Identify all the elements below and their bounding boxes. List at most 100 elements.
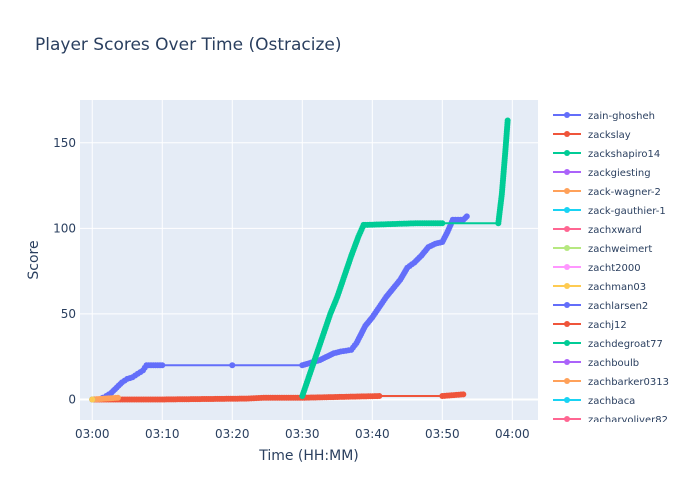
- legend-marker: [564, 169, 570, 175]
- legend-marker: [564, 150, 570, 156]
- legend-label: zacharyoliver82: [588, 415, 668, 426]
- data-point: [439, 393, 446, 400]
- data-point: [425, 244, 432, 251]
- data-point: [243, 395, 250, 402]
- data-point: [113, 384, 120, 391]
- legend-marker: [564, 264, 570, 270]
- x-tick-label: 03:50: [425, 427, 460, 441]
- data-point: [348, 346, 355, 353]
- data-point: [463, 213, 470, 220]
- data-point: [404, 264, 411, 271]
- data-point: [320, 331, 327, 338]
- data-point: [140, 367, 147, 374]
- y-axis-title: Score: [26, 240, 42, 279]
- data-point: [306, 372, 313, 379]
- legend-item[interactable]: zackslay: [553, 130, 631, 141]
- series-zack-wagner-2: [89, 394, 121, 403]
- chart-title: Player Scores Over Time (Ostracize): [35, 35, 342, 55]
- legend-marker: [564, 302, 570, 308]
- legend-marker: [564, 321, 570, 327]
- legend-item[interactable]: zack-gauthier-1: [553, 206, 666, 217]
- legend-marker: [564, 188, 570, 194]
- legend-item[interactable]: zachman03: [553, 282, 646, 293]
- legend-item[interactable]: zain-ghosheh: [553, 111, 655, 122]
- legend-marker: [564, 397, 570, 403]
- legend-label: zachbaca: [588, 396, 635, 407]
- data-point: [449, 216, 456, 223]
- legend-label: zachman03: [588, 282, 646, 293]
- x-tick-labels: 03:00 03:10 03:20 03:30 03:40 03:50 04:00: [75, 427, 530, 441]
- data-point: [260, 394, 267, 401]
- data-point: [383, 293, 390, 300]
- legend[interactable]: zain-ghosheh zackslay zackshapiro14 zackgie…: [553, 111, 669, 426]
- legend-item[interactable]: zachdegroat77: [553, 339, 663, 350]
- data-point: [348, 252, 355, 259]
- y-tick-label: 50: [61, 307, 76, 321]
- legend-item[interactable]: zachj12: [553, 320, 627, 331]
- legend-item[interactable]: zacharyoliver82: [553, 415, 668, 426]
- data-point: [89, 396, 96, 403]
- legend-marker: [564, 226, 570, 232]
- y-tick-labels: 0 50 100 150: [53, 136, 76, 407]
- data-point: [327, 310, 334, 317]
- legend-label: zackshapiro14: [588, 149, 660, 160]
- data-point: [299, 362, 306, 369]
- data-point: [397, 276, 404, 283]
- data-point: [502, 148, 509, 155]
- legend-marker: [564, 283, 570, 289]
- data-point: [134, 370, 141, 377]
- data-point: [316, 357, 323, 364]
- data-point: [355, 233, 362, 240]
- legend-marker: [564, 359, 570, 365]
- legend-marker: [564, 416, 570, 422]
- data-point: [411, 259, 418, 266]
- legend-item[interactable]: zachlarsen2: [553, 301, 648, 312]
- data-point: [460, 391, 467, 398]
- legend-item[interactable]: zachbarker0313: [553, 377, 669, 388]
- series-layer: [89, 117, 511, 403]
- series-zackslay: [89, 391, 467, 403]
- series-zachman03: [89, 396, 96, 403]
- legend-marker: [564, 207, 570, 213]
- data-point: [439, 220, 446, 227]
- data-point: [337, 348, 344, 355]
- legend-item[interactable]: zacht2000: [553, 263, 641, 274]
- x-axis-title: Time (HH:MM): [258, 448, 359, 464]
- y-tick-label: 0: [68, 392, 76, 406]
- data-point: [362, 221, 369, 228]
- legend-label: zackslay: [588, 130, 631, 141]
- series-zackshapiro14: [299, 117, 511, 400]
- legend-item[interactable]: zackgiesting: [553, 168, 651, 179]
- legend-marker: [564, 131, 570, 137]
- data-point: [229, 362, 236, 369]
- x-tick-label: 03:10: [145, 427, 180, 441]
- data-point: [313, 351, 320, 358]
- data-point: [369, 314, 376, 321]
- data-point: [299, 393, 306, 400]
- data-point: [119, 379, 126, 386]
- legend-item[interactable]: zachxward: [553, 225, 642, 236]
- legend-label: zachweimert: [588, 244, 652, 255]
- data-point: [418, 252, 425, 259]
- legend-item[interactable]: zachboulb: [553, 358, 639, 369]
- data-point: [376, 393, 383, 400]
- data-point: [362, 322, 369, 329]
- legend-label: zacht2000: [588, 263, 641, 274]
- x-tick-label: 03:30: [285, 427, 320, 441]
- legend-label: zachlarsen2: [588, 301, 648, 312]
- data-point: [108, 389, 115, 396]
- x-tick-label: 03:00: [75, 427, 110, 441]
- legend-item[interactable]: zack-wagner-2: [553, 187, 661, 198]
- data-point: [124, 375, 131, 382]
- data-point: [124, 396, 131, 403]
- legend-label: zachdegroat77: [588, 339, 663, 350]
- legend-item[interactable]: zackshapiro14: [553, 149, 660, 160]
- legend-item[interactable]: zachweimert: [553, 244, 652, 255]
- data-point: [159, 362, 166, 369]
- data-point: [414, 220, 421, 227]
- legend-marker: [564, 112, 570, 118]
- data-point: [444, 228, 451, 235]
- legend-item[interactable]: zachbaca: [553, 396, 635, 407]
- legend-marker: [564, 340, 570, 346]
